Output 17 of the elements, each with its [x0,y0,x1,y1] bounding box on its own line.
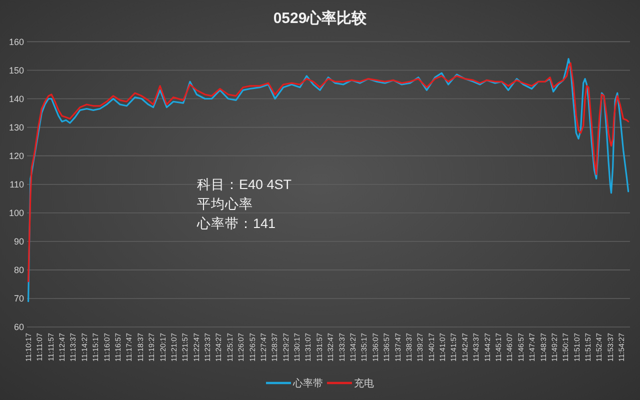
y-tick-label: 60 [14,322,24,332]
y-tick-label: 130 [8,122,24,132]
annotation: 科目：E40 4ST [197,177,292,192]
y-tick-label: 70 [14,294,24,304]
y-tick-label: 160 [8,36,24,47]
y-tick-label: 100 [8,208,24,218]
y-tick-label: 110 [10,180,24,190]
y-tick-label: 80 [14,265,24,276]
chart-title: 0529心率比较 [273,9,368,27]
y-tick-label: 90 [14,236,24,247]
annotation: 心率带：141 [196,216,276,231]
y-tick-label: 150 [8,65,24,76]
annotation: 平均心率 [197,196,253,212]
y-tick-label: 120 [8,151,24,162]
y-tick-label: 140 [8,94,24,104]
legend-label: 充电 [354,378,374,390]
legend-label: 心率带 [292,378,323,390]
